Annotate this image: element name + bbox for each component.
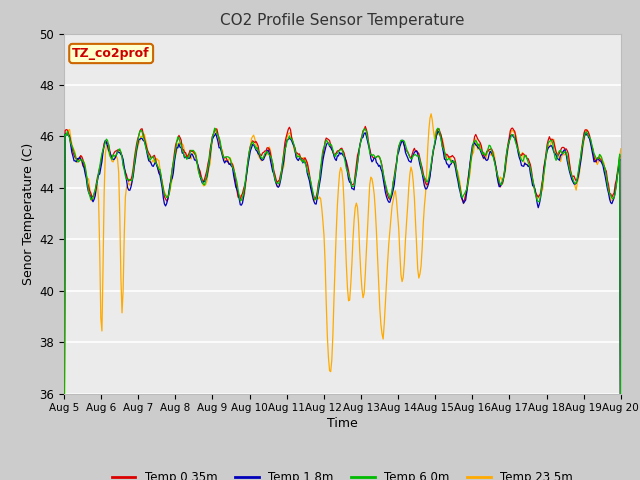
Title: CO2 Profile Sensor Temperature: CO2 Profile Sensor Temperature	[220, 13, 465, 28]
Text: TZ_co2prof: TZ_co2prof	[72, 47, 150, 60]
Legend: Temp 0.35m, Temp 1.8m, Temp 6.0m, Temp 23.5m: Temp 0.35m, Temp 1.8m, Temp 6.0m, Temp 2…	[107, 466, 578, 480]
X-axis label: Time: Time	[327, 418, 358, 431]
Y-axis label: Senor Temperature (C): Senor Temperature (C)	[22, 143, 35, 285]
